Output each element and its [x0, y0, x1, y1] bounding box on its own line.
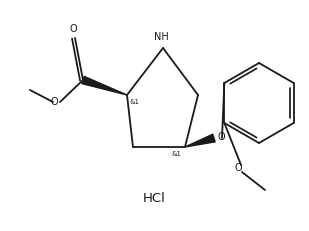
Text: &1: &1	[130, 99, 140, 105]
Text: HCl: HCl	[142, 191, 165, 204]
Text: O: O	[234, 163, 242, 173]
Polygon shape	[82, 76, 127, 95]
Text: &1: &1	[172, 151, 182, 157]
Text: O: O	[50, 97, 58, 107]
Text: O: O	[217, 132, 225, 142]
Text: O: O	[69, 24, 77, 34]
Text: NH: NH	[154, 32, 168, 42]
Polygon shape	[185, 134, 215, 147]
